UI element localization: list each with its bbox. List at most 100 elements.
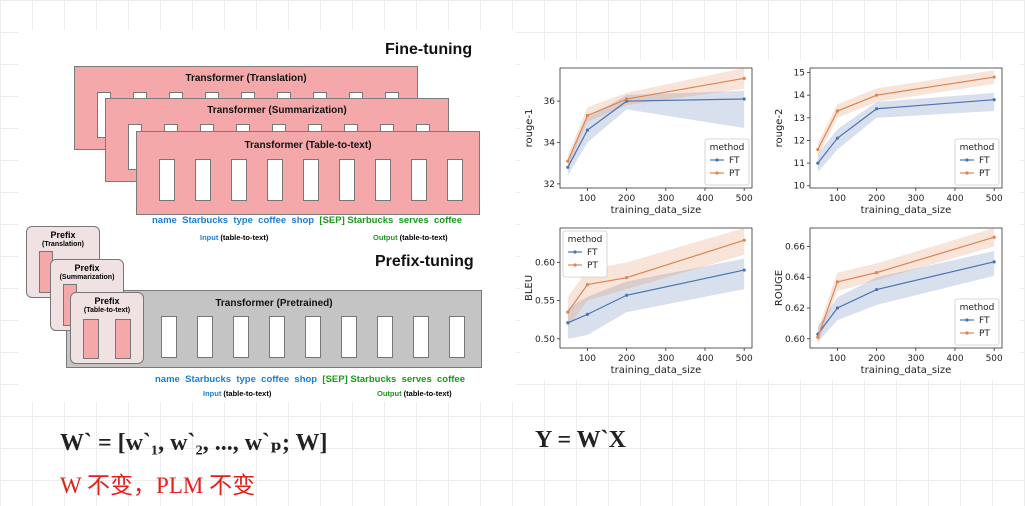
token-slot — [305, 316, 321, 358]
pt-output-label: Output (table-to-text) — [377, 389, 452, 398]
data-point-ft — [992, 98, 996, 102]
input-token: name — [152, 215, 177, 226]
charts-panel: 100 200 300 400 500 32 34 36 training_data_size r… — [520, 60, 1020, 380]
x-tick-label: 200 — [618, 194, 635, 204]
data-point-ft — [625, 293, 629, 297]
ft-output-label: Output (table-to-text) — [373, 233, 448, 242]
legend-marker — [573, 263, 577, 267]
finetuning-title: Fine-tuning — [385, 41, 473, 58]
y-tick-label: 0.55 — [535, 297, 555, 307]
data-point-ft — [742, 97, 746, 101]
y-axis-label: rouge-2 — [774, 109, 785, 148]
token-slot — [411, 159, 427, 201]
token-slot — [267, 159, 283, 201]
prefix-translation-title: Prefix (Translation) — [41, 230, 84, 248]
y-tick-label: 34 — [544, 138, 556, 148]
prefix-table-to-text: Prefix (Table-to-text) — [70, 292, 144, 364]
legend-label-ft: FT — [979, 316, 990, 326]
y-tick-label: 13 — [794, 114, 805, 124]
data-point-pt — [566, 310, 570, 314]
data-point-ft — [875, 287, 879, 292]
y-axis-label: ROUGE — [774, 270, 785, 306]
pt-token-line: name Starbucks type coffee shop [SEP] St… — [155, 374, 465, 385]
x-tick-label: 100 — [829, 194, 846, 204]
data-point-ft — [566, 165, 570, 169]
token-slot — [413, 316, 429, 358]
chart-rouge-2: 100 200 300 400 500 10 11 12 13 14 15 training_data… — [774, 67, 1003, 216]
x-tick-label: 400 — [696, 194, 713, 204]
y-tick-label: 11 — [794, 159, 805, 169]
x-tick-label: 300 — [657, 194, 674, 204]
y-tick-label: 0.64 — [785, 273, 805, 283]
input-token: Starbucks — [182, 215, 229, 226]
input-token: coffee — [258, 215, 287, 226]
token-slot — [161, 316, 177, 358]
data-point-pt — [742, 238, 746, 242]
transformer-translation-label: Transformer (Translation) — [185, 73, 307, 84]
legend: method FT PT — [562, 230, 608, 278]
data-point-pt — [625, 276, 629, 280]
input-token: coffee — [261, 374, 290, 385]
series-line-pt — [567, 77, 745, 162]
ci-band-ft — [817, 251, 995, 342]
input-token: Starbucks — [185, 374, 232, 385]
token-slot — [449, 316, 465, 358]
y-tick-label: 0.50 — [535, 335, 555, 345]
y-tick-label: 0.66 — [785, 242, 805, 252]
transformer-summarization-label: Transformer (Summarization) — [207, 105, 347, 116]
prefixtuning-title: Prefix-tuning — [375, 253, 474, 270]
legend-marker — [965, 158, 969, 162]
data-point-pt — [992, 75, 996, 79]
y-tick-label: 15 — [794, 69, 805, 79]
legend: method FT PT — [954, 138, 1000, 186]
data-point-pt — [585, 282, 590, 287]
x-tick-label: 300 — [657, 354, 674, 364]
y-tick-label: 36 — [544, 97, 556, 107]
series-line-ft — [567, 269, 745, 324]
token-slot — [341, 316, 357, 358]
y-axis-label: rouge-1 — [524, 109, 535, 148]
y-tick-label: 0.60 — [785, 335, 805, 345]
input-token: shop — [291, 215, 315, 226]
data-point-ft — [816, 161, 820, 165]
ci-band-ft — [817, 92, 995, 173]
input-token: type — [236, 374, 256, 385]
data-point-pt — [835, 109, 840, 113]
x-tick-label: 200 — [868, 354, 885, 364]
x-tick-label: 300 — [907, 354, 924, 364]
y-tick-label: 0.62 — [785, 304, 805, 314]
legend-label-ft: FT — [729, 156, 740, 166]
legend-label-pt: PT — [729, 169, 740, 179]
data-point-pt — [816, 147, 820, 152]
ci-band-pt — [567, 68, 745, 168]
data-point-pt — [992, 235, 996, 239]
x-tick-label: 500 — [736, 354, 753, 364]
token-slot — [303, 159, 319, 201]
data-point-ft — [585, 312, 590, 316]
legend: method FT PT — [954, 298, 1000, 346]
ft-token-line: name Starbucks type coffee shop [SEP] St… — [152, 215, 462, 226]
legend-label-pt: PT — [979, 169, 990, 179]
prefix-table-to-text-title: Prefix (Table-to-text) — [83, 296, 131, 314]
output-token: coffee — [434, 215, 462, 226]
legend-marker — [715, 158, 719, 162]
series-line-pt — [567, 239, 745, 313]
ci-band-pt — [817, 228, 995, 345]
token-slot — [233, 316, 249, 358]
legend-title: method — [568, 235, 603, 245]
data-point-pt — [585, 113, 590, 118]
data-point-ft — [835, 136, 840, 140]
frozen-note: W 不变，PLM 不变 — [60, 473, 256, 498]
y-tick-label: 12 — [794, 136, 805, 146]
data-point-pt — [816, 335, 820, 339]
legend-marker — [715, 171, 719, 175]
data-point-ft — [585, 128, 590, 132]
prefix-slot — [83, 319, 99, 359]
x-axis-label: training_data_size — [861, 205, 952, 216]
pt-input-label: Input (table-to-text) — [203, 389, 272, 398]
prefix-summarization-title: Prefix (Summarization) — [59, 263, 115, 281]
transformer-table-to-text-label: Transformer (Table-to-text) — [244, 140, 372, 151]
token-slot — [375, 159, 391, 201]
ci-band-ft — [567, 258, 745, 339]
input-token: shop — [294, 374, 318, 385]
